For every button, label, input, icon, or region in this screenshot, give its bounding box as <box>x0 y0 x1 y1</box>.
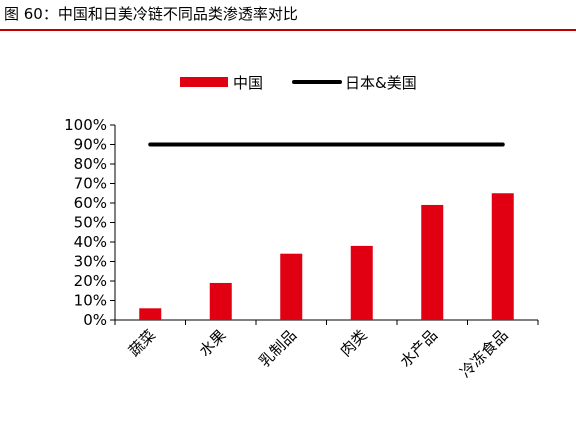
y-tick-label: 10% <box>74 292 107 310</box>
category-labels: 蔬菜 水果 乳制品 肉类 水产品 冷冻食品 <box>125 326 511 381</box>
bar-china <box>280 253 303 320</box>
legend-swatch-china <box>180 77 228 87</box>
y-tick-label: 40% <box>74 233 107 251</box>
figure-title: 图 60：中国和日美冷链不同品类渗透率对比 <box>4 5 298 23</box>
category-label: 蔬菜 <box>125 326 159 360</box>
chart-axes: 0%10% 20%30% 40%50% 60%70% 80%90% 100% <box>64 116 539 329</box>
bar-china <box>421 204 444 320</box>
y-tick-label: 80% <box>74 155 107 173</box>
bars-china <box>139 193 514 320</box>
title-divider <box>0 29 576 31</box>
y-tick-label: 0% <box>83 311 107 329</box>
category-label: 水果 <box>196 326 230 360</box>
y-tick-label: 70% <box>74 175 107 193</box>
legend: 中国 日本&美国 <box>180 74 417 92</box>
y-tick-label: 100% <box>64 116 107 134</box>
legend-label-japan-us: 日本&美国 <box>345 74 417 92</box>
bar-china <box>209 282 232 320</box>
bar-china <box>491 193 514 320</box>
y-tick-label: 50% <box>74 214 107 232</box>
category-label: 肉类 <box>337 326 371 360</box>
y-tick-label: 60% <box>74 194 107 212</box>
y-tick-label: 90% <box>74 136 107 154</box>
category-label: 冷冻食品 <box>456 326 511 381</box>
category-label: 水产品 <box>397 326 442 371</box>
bar-china <box>350 245 373 320</box>
y-tick-label: 20% <box>74 272 107 290</box>
y-tick-label: 30% <box>74 253 107 271</box>
category-label: 乳制品 <box>256 326 301 371</box>
bar-china <box>139 308 162 320</box>
legend-label-china: 中国 <box>233 74 263 92</box>
